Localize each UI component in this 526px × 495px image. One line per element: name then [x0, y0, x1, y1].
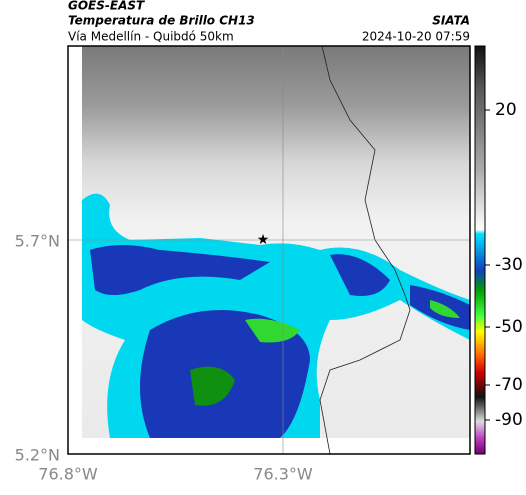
map-frame — [67, 45, 471, 455]
colorbar-tick-label: -30 — [495, 255, 523, 275]
region: Vía Medellín - Quibdó 50km — [68, 30, 234, 44]
colorbar-tick-label: 20 — [495, 100, 517, 120]
product: Temperatura de Brillo CH13 — [68, 14, 255, 28]
satellite-image: ★ — [68, 46, 470, 454]
lon-label: 76.8°W — [38, 465, 98, 484]
source: SIATA — [432, 14, 470, 28]
datetime: 2024-10-20 07:59 — [362, 30, 470, 44]
svg-text:★: ★ — [257, 232, 270, 248]
colorbar-tick-label: -50 — [495, 317, 523, 337]
colorbar — [474, 45, 486, 455]
lat-label: 5.7°N — [15, 232, 60, 251]
lon-label: 76.3°W — [253, 465, 313, 484]
colorbar-tick-label: -70 — [495, 375, 523, 395]
satellite: GOES-EAST — [68, 0, 145, 13]
colorbar-tick-label: -90 — [495, 410, 523, 430]
lat-label: 5.2°N — [15, 446, 60, 465]
